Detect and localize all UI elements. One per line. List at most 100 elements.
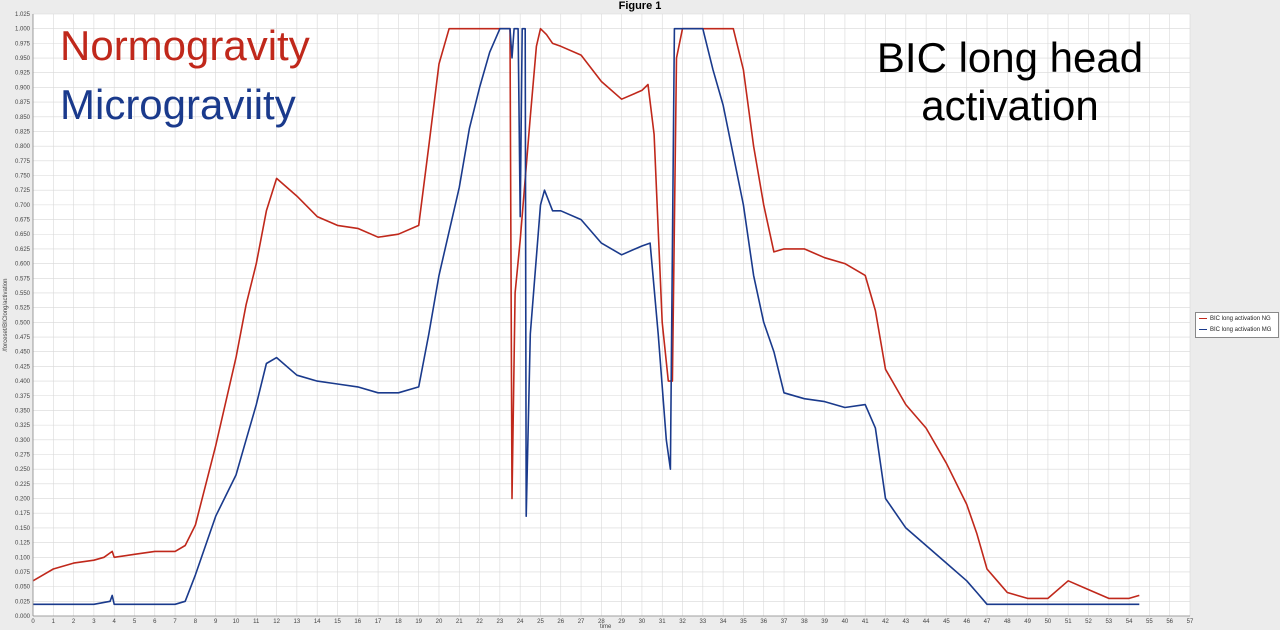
x-tick-label: 19	[415, 619, 422, 625]
y-tick-label: 0.350	[15, 408, 31, 414]
x-tick-label: 25	[537, 619, 544, 625]
y-tick-label: 0.975	[15, 41, 31, 47]
x-tick-label: 9	[214, 619, 218, 625]
x-tick-label: 24	[517, 619, 524, 625]
y-tick-label: 0.125	[15, 541, 31, 547]
x-tick-label: 47	[984, 619, 991, 625]
x-tick-label: 36	[760, 619, 767, 625]
x-tick-label: 46	[963, 619, 970, 625]
y-tick-label: 0.900	[15, 85, 31, 91]
x-tick-label: 30	[639, 619, 646, 625]
x-tick-label: 49	[1024, 619, 1031, 625]
legend-item-mg: BIC long activation MG	[1196, 324, 1278, 335]
x-tick-label: 54	[1126, 619, 1133, 625]
x-tick-label: 43	[902, 619, 909, 625]
x-tick-label: 28	[598, 619, 605, 625]
figure-title: Figure 1	[618, 0, 662, 12]
x-axis-label: time	[600, 624, 612, 630]
y-tick-label: 0.025	[15, 599, 31, 605]
x-tick-label: 16	[354, 619, 361, 625]
x-tick-label: 7	[173, 619, 177, 625]
grid	[32, 13, 1191, 617]
x-tick-label: 57	[1187, 619, 1194, 625]
bic-activation-label: BIC long head activation	[876, 34, 1144, 129]
x-tick-label: 14	[314, 619, 321, 625]
x-tick-label: 29	[618, 619, 625, 625]
y-tick-label: 0.725	[15, 188, 31, 194]
y-tick-label: 1.025	[15, 12, 31, 18]
y-tick-label: 0.275	[15, 452, 31, 458]
y-tick-label: 0.850	[15, 115, 31, 121]
y-tick-label: 0.950	[15, 56, 31, 62]
y-tick-label: 0.250	[15, 467, 31, 473]
x-tick-label: 26	[557, 619, 564, 625]
x-tick-label: 51	[1065, 619, 1072, 625]
x-tick-label: 35	[740, 619, 747, 625]
x-tick-label: 44	[923, 619, 930, 625]
x-tick-label: 12	[273, 619, 280, 625]
y-tick-label: 0.750	[15, 174, 31, 180]
x-tick-label: 33	[699, 619, 706, 625]
plot-area	[33, 14, 1190, 616]
x-tick-label: 37	[781, 619, 788, 625]
x-tick-label: 4	[113, 619, 117, 625]
y-tick-label: 0.050	[15, 585, 31, 591]
y-tick-label: 0.400	[15, 379, 31, 385]
y-tick-label: 0.175	[15, 511, 31, 517]
x-tick-label: 10	[233, 619, 240, 625]
y-tick-label: 1.000	[15, 27, 31, 33]
x-tick-label: 3	[92, 619, 96, 625]
x-tick-label: 5	[133, 619, 137, 625]
x-tick-label: 6	[153, 619, 157, 625]
x-tick-label: 42	[882, 619, 889, 625]
x-tick-label: 31	[659, 619, 666, 625]
y-tick-label: 0.575	[15, 276, 31, 282]
y-tick-label: 0.000	[15, 614, 31, 620]
y-tick-label: 0.875	[15, 100, 31, 106]
x-tick-label: 40	[842, 619, 849, 625]
x-tick-label: 11	[253, 619, 260, 625]
y-tick-label: 0.825	[15, 129, 31, 135]
y-tick-label: 0.700	[15, 203, 31, 209]
y-tick-label: 0.625	[15, 247, 31, 253]
legend: BIC long activation NG BIC long activati…	[1195, 312, 1279, 338]
y-tick-label: 0.550	[15, 291, 31, 297]
y-tick-label: 0.775	[15, 159, 31, 165]
x-tick-label: 38	[801, 619, 808, 625]
x-tick-label: 22	[476, 619, 483, 625]
x-tick-label: 56	[1166, 619, 1173, 625]
y-tick-label: 0.500	[15, 320, 31, 326]
x-tick-label: 21	[456, 619, 463, 625]
x-tick-label: 34	[720, 619, 727, 625]
x-tick-label: 1	[52, 619, 56, 625]
y-tick-label: 0.525	[15, 306, 31, 312]
x-tick-label: 48	[1004, 619, 1011, 625]
x-tick-label: 0	[31, 619, 35, 625]
x-tick-label: 15	[334, 619, 341, 625]
y-tick-label: 0.200	[15, 497, 31, 503]
y-tick-label: 0.925	[15, 71, 31, 77]
y-tick-label: 0.150	[15, 526, 31, 532]
x-tick-label: 23	[497, 619, 504, 625]
x-tick-label: 20	[436, 619, 443, 625]
legend-label-ng: BIC long activation NG	[1210, 315, 1271, 322]
y-tick-label: 0.425	[15, 364, 31, 370]
legend-swatch-mg	[1199, 329, 1207, 330]
microgravity-label: Micrograviity	[60, 81, 296, 128]
y-tick-label: 0.675	[15, 218, 31, 224]
series-lines	[32, 27, 1140, 606]
x-tick-label: 2	[72, 619, 76, 625]
y-tick-label: 0.650	[15, 232, 31, 238]
series-line-mg	[33, 27, 1140, 606]
x-tick-label: 55	[1146, 619, 1153, 625]
legend-label-mg: BIC long activation MG	[1210, 326, 1272, 333]
x-tick-label: 52	[1085, 619, 1092, 625]
x-tick-label: 45	[943, 619, 950, 625]
tick-labels: 0 1 2 3 4 5 6 7 8 9 10 11 12 13 14 15 16 17 18 19 20 21 22 23 24…	[15, 12, 1194, 625]
x-tick-label: 18	[395, 619, 402, 625]
x-tick-label: 53	[1105, 619, 1112, 625]
x-tick-label: 27	[578, 619, 585, 625]
x-tick-label: 13	[294, 619, 301, 625]
legend-item-ng: BIC long activation NG	[1196, 313, 1278, 324]
